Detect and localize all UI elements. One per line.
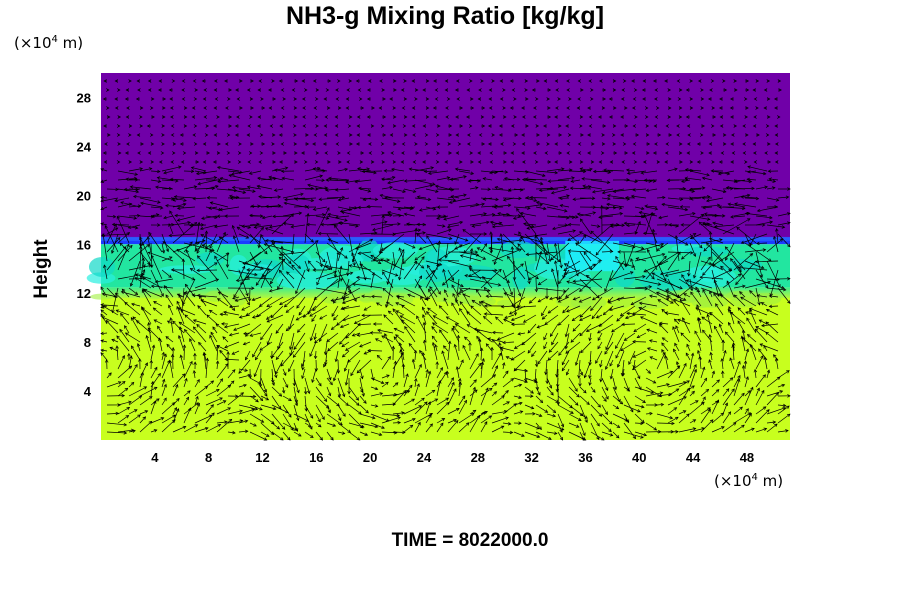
x-tick-label: 24	[417, 450, 432, 465]
x-tick-label: 32	[524, 450, 538, 465]
layer-upper	[101, 73, 790, 239]
y-tick-label: 8	[84, 335, 91, 350]
chart-title: NH3-g Mixing Ratio [kg/kg]	[285, 2, 605, 30]
x-tick-label: 12	[255, 450, 269, 465]
lower-patch	[729, 296, 761, 308]
x-tick-label: 8	[205, 450, 212, 465]
time-label: TIME = 8022000.0	[391, 530, 549, 551]
x-tick-label: 20	[363, 450, 377, 465]
y-tick-label: 24	[77, 139, 92, 154]
mix-patch	[285, 254, 311, 274]
x-axis-unit: (×104 m)	[714, 472, 784, 490]
y-tick-label: 28	[77, 90, 91, 105]
mix-patch	[372, 242, 418, 259]
mix-patch	[614, 265, 636, 288]
mix-patch	[418, 262, 451, 283]
y-axis-unit: (×104 m)	[14, 34, 84, 52]
mix-patch	[512, 266, 530, 290]
lower-patch	[609, 295, 634, 309]
layer-lower	[101, 293, 790, 440]
y-tick-label: 4	[84, 384, 92, 399]
lower-patch	[351, 293, 380, 302]
lower-patch	[329, 289, 352, 303]
lower-patch	[374, 292, 414, 307]
transition-edge	[101, 236, 790, 241]
lower-patch	[147, 293, 162, 300]
wind-vectors	[100, 79, 791, 441]
lower-patch	[90, 293, 114, 300]
x-tick-label: 16	[309, 450, 323, 465]
lower-patch	[677, 289, 699, 304]
cyan-patch	[565, 240, 620, 272]
mix-patch	[347, 270, 389, 284]
mix-patch	[159, 265, 215, 274]
y-tick-label: 16	[77, 237, 91, 252]
x-tick-label: 40	[632, 450, 646, 465]
x-tick-label: 44	[686, 450, 701, 465]
y-tick-label: 12	[77, 286, 91, 301]
layer-transition	[101, 238, 790, 245]
x-tick-label: 4	[151, 450, 159, 465]
x-tick-label: 36	[578, 450, 592, 465]
x-tick-label: 28	[471, 450, 485, 465]
mix-patch	[238, 263, 274, 274]
lower-patch	[222, 294, 257, 301]
x-tick-label: 48	[740, 450, 754, 465]
y-tick-label: 20	[77, 188, 91, 203]
mix-patch	[276, 271, 337, 290]
lower-patch	[497, 299, 515, 307]
mix-patch	[88, 256, 116, 277]
mix-patch	[683, 246, 729, 257]
